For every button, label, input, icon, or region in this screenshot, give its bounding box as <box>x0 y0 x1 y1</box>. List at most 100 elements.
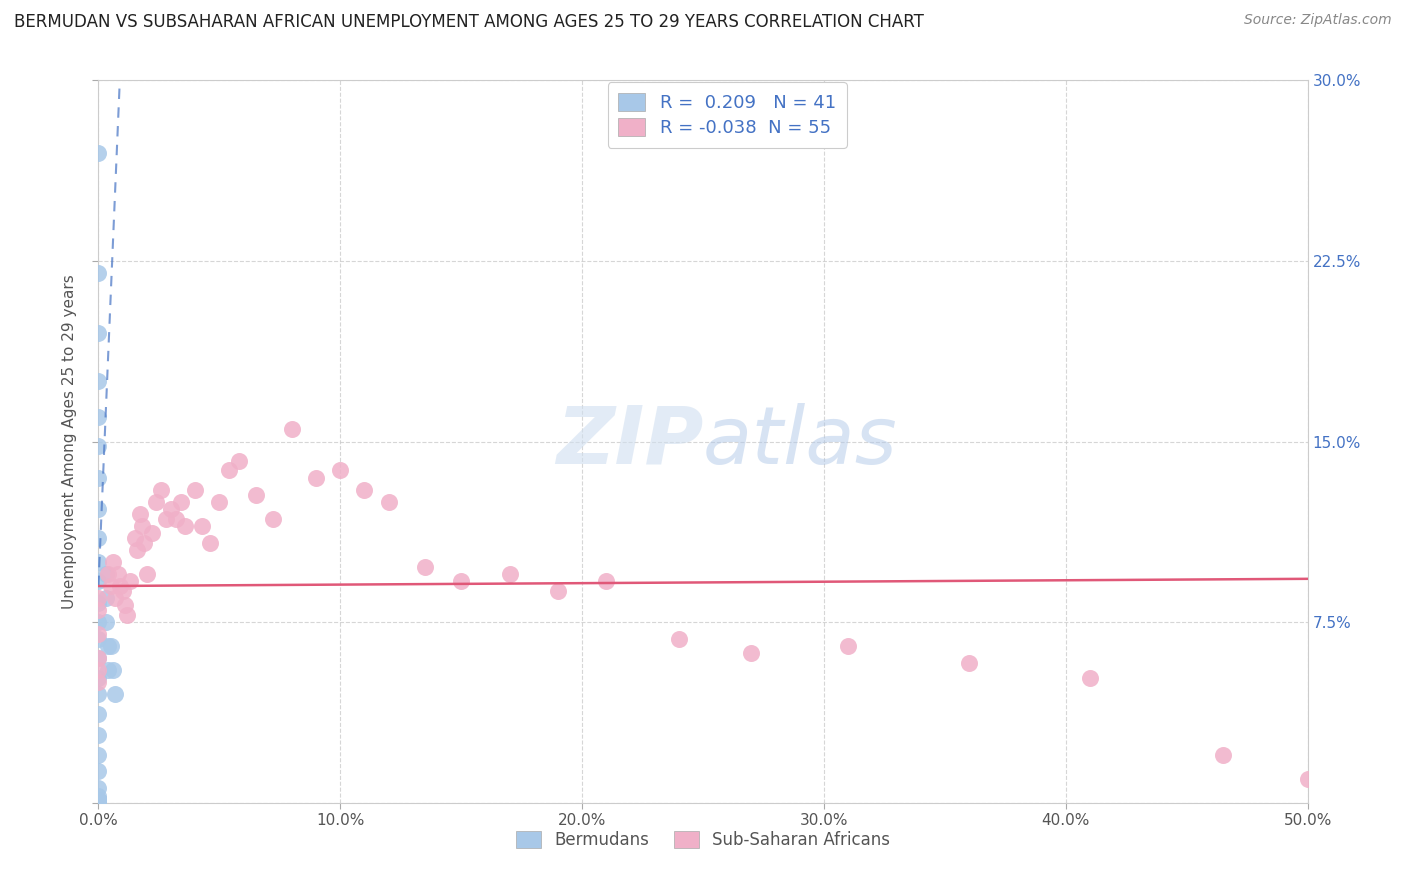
Point <box>1078 671 1101 685</box>
Point <box>128 507 150 521</box>
Point <box>87 706 110 721</box>
Point <box>87 781 110 796</box>
Point <box>87 439 110 453</box>
Point <box>413 559 436 574</box>
Text: BERMUDAN VS SUBSAHARAN AFRICAN UNEMPLOYMENT AMONG AGES 25 TO 29 YEARS CORRELATIO: BERMUDAN VS SUBSAHARAN AFRICAN UNEMPLOYM… <box>14 13 924 31</box>
Point <box>87 747 110 762</box>
Point <box>353 483 375 497</box>
Point <box>97 567 120 582</box>
Point <box>87 793 110 807</box>
Point <box>305 470 328 484</box>
Point <box>208 494 231 508</box>
Point <box>97 664 120 678</box>
Point <box>101 664 124 678</box>
Point <box>191 518 214 533</box>
Point <box>134 535 156 549</box>
Point <box>87 374 110 388</box>
Point <box>87 728 110 742</box>
Point <box>228 454 250 468</box>
Point <box>100 579 122 593</box>
Point <box>124 531 146 545</box>
Point <box>165 511 187 525</box>
Point <box>150 483 173 497</box>
Point <box>87 793 110 807</box>
Point <box>131 518 153 533</box>
Point <box>1296 772 1319 786</box>
Point <box>87 675 110 690</box>
Point <box>87 627 110 641</box>
Point <box>145 494 167 508</box>
Point <box>329 463 352 477</box>
Point <box>87 793 110 807</box>
Point <box>1212 747 1234 762</box>
Point <box>245 487 267 501</box>
Point <box>957 656 980 670</box>
Point <box>668 632 690 646</box>
Point <box>87 410 110 425</box>
Point <box>87 574 110 589</box>
Point <box>87 793 110 807</box>
Point <box>169 494 191 508</box>
Point <box>262 511 284 525</box>
Point <box>218 463 240 477</box>
Text: ZIP: ZIP <box>555 402 703 481</box>
Text: Source: ZipAtlas.com: Source: ZipAtlas.com <box>1244 13 1392 28</box>
Point <box>87 671 110 685</box>
Point <box>377 494 399 508</box>
Point <box>87 555 110 569</box>
Point <box>198 535 221 549</box>
Point <box>141 526 163 541</box>
Point <box>87 651 110 665</box>
Point <box>87 632 110 646</box>
Point <box>101 555 124 569</box>
Point <box>160 502 183 516</box>
Point <box>281 422 304 436</box>
Legend: Bermudans, Sub-Saharan Africans: Bermudans, Sub-Saharan Africans <box>506 822 900 860</box>
Point <box>104 591 127 605</box>
Y-axis label: Unemployment Among Ages 25 to 29 years: Unemployment Among Ages 25 to 29 years <box>62 274 77 609</box>
Point <box>87 326 110 340</box>
Point <box>94 615 117 630</box>
Point <box>127 542 149 557</box>
Point <box>87 793 110 807</box>
Point <box>87 793 110 807</box>
Point <box>87 502 110 516</box>
Text: atlas: atlas <box>703 402 898 481</box>
Point <box>184 483 207 497</box>
Point <box>595 574 617 589</box>
Point <box>94 591 117 605</box>
Point <box>107 567 129 582</box>
Point <box>87 591 110 605</box>
Point <box>837 639 859 653</box>
Point <box>118 574 141 589</box>
Point <box>100 639 122 653</box>
Point <box>87 664 110 678</box>
Point <box>87 793 110 807</box>
Point <box>87 470 110 484</box>
Point <box>87 793 110 807</box>
Point <box>111 583 134 598</box>
Point <box>87 596 110 610</box>
Point <box>108 579 131 593</box>
Point <box>104 687 127 701</box>
Point <box>87 651 110 665</box>
Point <box>117 607 139 622</box>
Point <box>87 145 110 160</box>
Point <box>87 603 110 617</box>
Point <box>87 793 110 807</box>
Point <box>94 567 117 582</box>
Point <box>87 764 110 779</box>
Point <box>87 266 110 280</box>
Point <box>547 583 569 598</box>
Point <box>97 639 120 653</box>
Point <box>87 793 110 807</box>
Point <box>155 511 177 525</box>
Point <box>450 574 472 589</box>
Point <box>87 531 110 545</box>
Point <box>135 567 157 582</box>
Point <box>498 567 520 582</box>
Point <box>87 789 110 803</box>
Point <box>174 518 197 533</box>
Point <box>87 687 110 701</box>
Point <box>114 599 136 613</box>
